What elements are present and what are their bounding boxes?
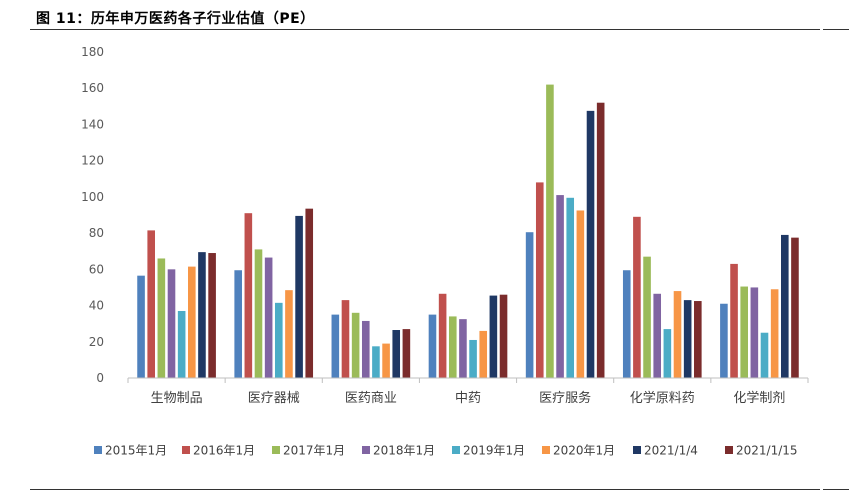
bar (576, 210, 585, 378)
legend-swatch (542, 446, 550, 454)
bar (643, 256, 651, 378)
x-tick-label: 中药 (455, 391, 481, 406)
y-tick-label: 180 (81, 45, 104, 59)
bar (546, 84, 554, 378)
bar (392, 330, 401, 378)
bar (295, 215, 303, 378)
bar (177, 310, 186, 378)
legend-swatch (362, 446, 370, 454)
bar (622, 270, 631, 378)
bottom-divider-right (823, 489, 849, 490)
x-tick-label: 医疗服务 (539, 390, 591, 406)
bar (382, 343, 390, 378)
bar (428, 314, 437, 378)
top-divider (30, 29, 820, 30)
bar (525, 232, 534, 378)
bar (234, 270, 242, 378)
bar (556, 195, 564, 378)
bar (341, 300, 350, 378)
y-tick-label: 140 (81, 117, 104, 131)
bar (167, 269, 176, 378)
top-divider-right (823, 29, 849, 30)
y-tick-label: 0 (96, 371, 104, 385)
legend-label: 2021/1/4 (644, 444, 698, 458)
bar (469, 339, 477, 378)
bar (137, 275, 145, 378)
bar (535, 182, 544, 378)
bar (596, 102, 605, 379)
bar (499, 294, 508, 378)
legend-label: 2016年1月 (193, 444, 255, 458)
x-tick-label: 化学原料药 (630, 390, 695, 406)
bar (586, 110, 595, 379)
bar (208, 253, 216, 378)
y-tick-label: 40 (89, 299, 104, 313)
bar (770, 289, 779, 378)
legend-swatch (633, 446, 641, 454)
bar (791, 237, 799, 378)
bar (683, 300, 692, 378)
y-tick-label: 160 (81, 81, 104, 95)
y-tick-label: 20 (89, 335, 104, 349)
bar (351, 312, 360, 378)
bar (157, 258, 166, 378)
bar (402, 329, 411, 378)
bar (489, 295, 498, 378)
bar (750, 287, 759, 378)
bar (694, 301, 702, 378)
x-tick-label: 医药商业 (345, 391, 397, 406)
legend-swatch (725, 446, 733, 454)
y-tick-label: 100 (81, 190, 104, 204)
bar (633, 216, 641, 378)
legend-label: 2020年1月 (553, 444, 615, 458)
bar (274, 302, 283, 378)
bottom-divider (30, 489, 820, 490)
bar (254, 249, 263, 378)
bar (673, 291, 682, 378)
bar (438, 293, 447, 378)
legend-label: 2021/1/15 (736, 444, 798, 458)
bar (244, 213, 253, 378)
legend-swatch (94, 446, 102, 454)
bar (720, 303, 728, 378)
bar (653, 293, 662, 378)
figure-title: 图 11：历年申万医药各子行业估值（PE） (36, 11, 315, 27)
bar (361, 320, 370, 378)
bar (663, 329, 672, 378)
bar (372, 346, 380, 378)
bar (305, 208, 314, 378)
legend-label: 2015年1月 (105, 444, 167, 458)
x-tick-label: 化学制剂 (733, 390, 785, 406)
bar (285, 290, 293, 378)
legend-label: 2019年1月 (463, 444, 525, 458)
x-tick-label: 医疗器械 (248, 391, 300, 406)
x-tick-label: 生物制品 (151, 391, 203, 406)
bar (730, 263, 738, 378)
legend-swatch (182, 446, 190, 454)
y-tick-label: 120 (81, 154, 104, 168)
bar (760, 332, 769, 378)
y-tick-label: 80 (89, 226, 104, 240)
bar (331, 314, 340, 378)
legend-label: 2018年1月 (373, 444, 435, 458)
bar (264, 257, 273, 378)
y-tick-label: 60 (89, 262, 104, 276)
bar (781, 234, 789, 378)
legend-swatch (272, 446, 280, 454)
bar (740, 286, 748, 378)
bar (147, 230, 155, 378)
bar (566, 197, 575, 378)
bar (479, 330, 488, 378)
bar (188, 266, 196, 378)
bar (448, 316, 457, 378)
legend-label: 2017年1月 (283, 444, 345, 458)
bar (198, 252, 206, 378)
legend-swatch (452, 446, 460, 454)
bar (459, 319, 467, 378)
